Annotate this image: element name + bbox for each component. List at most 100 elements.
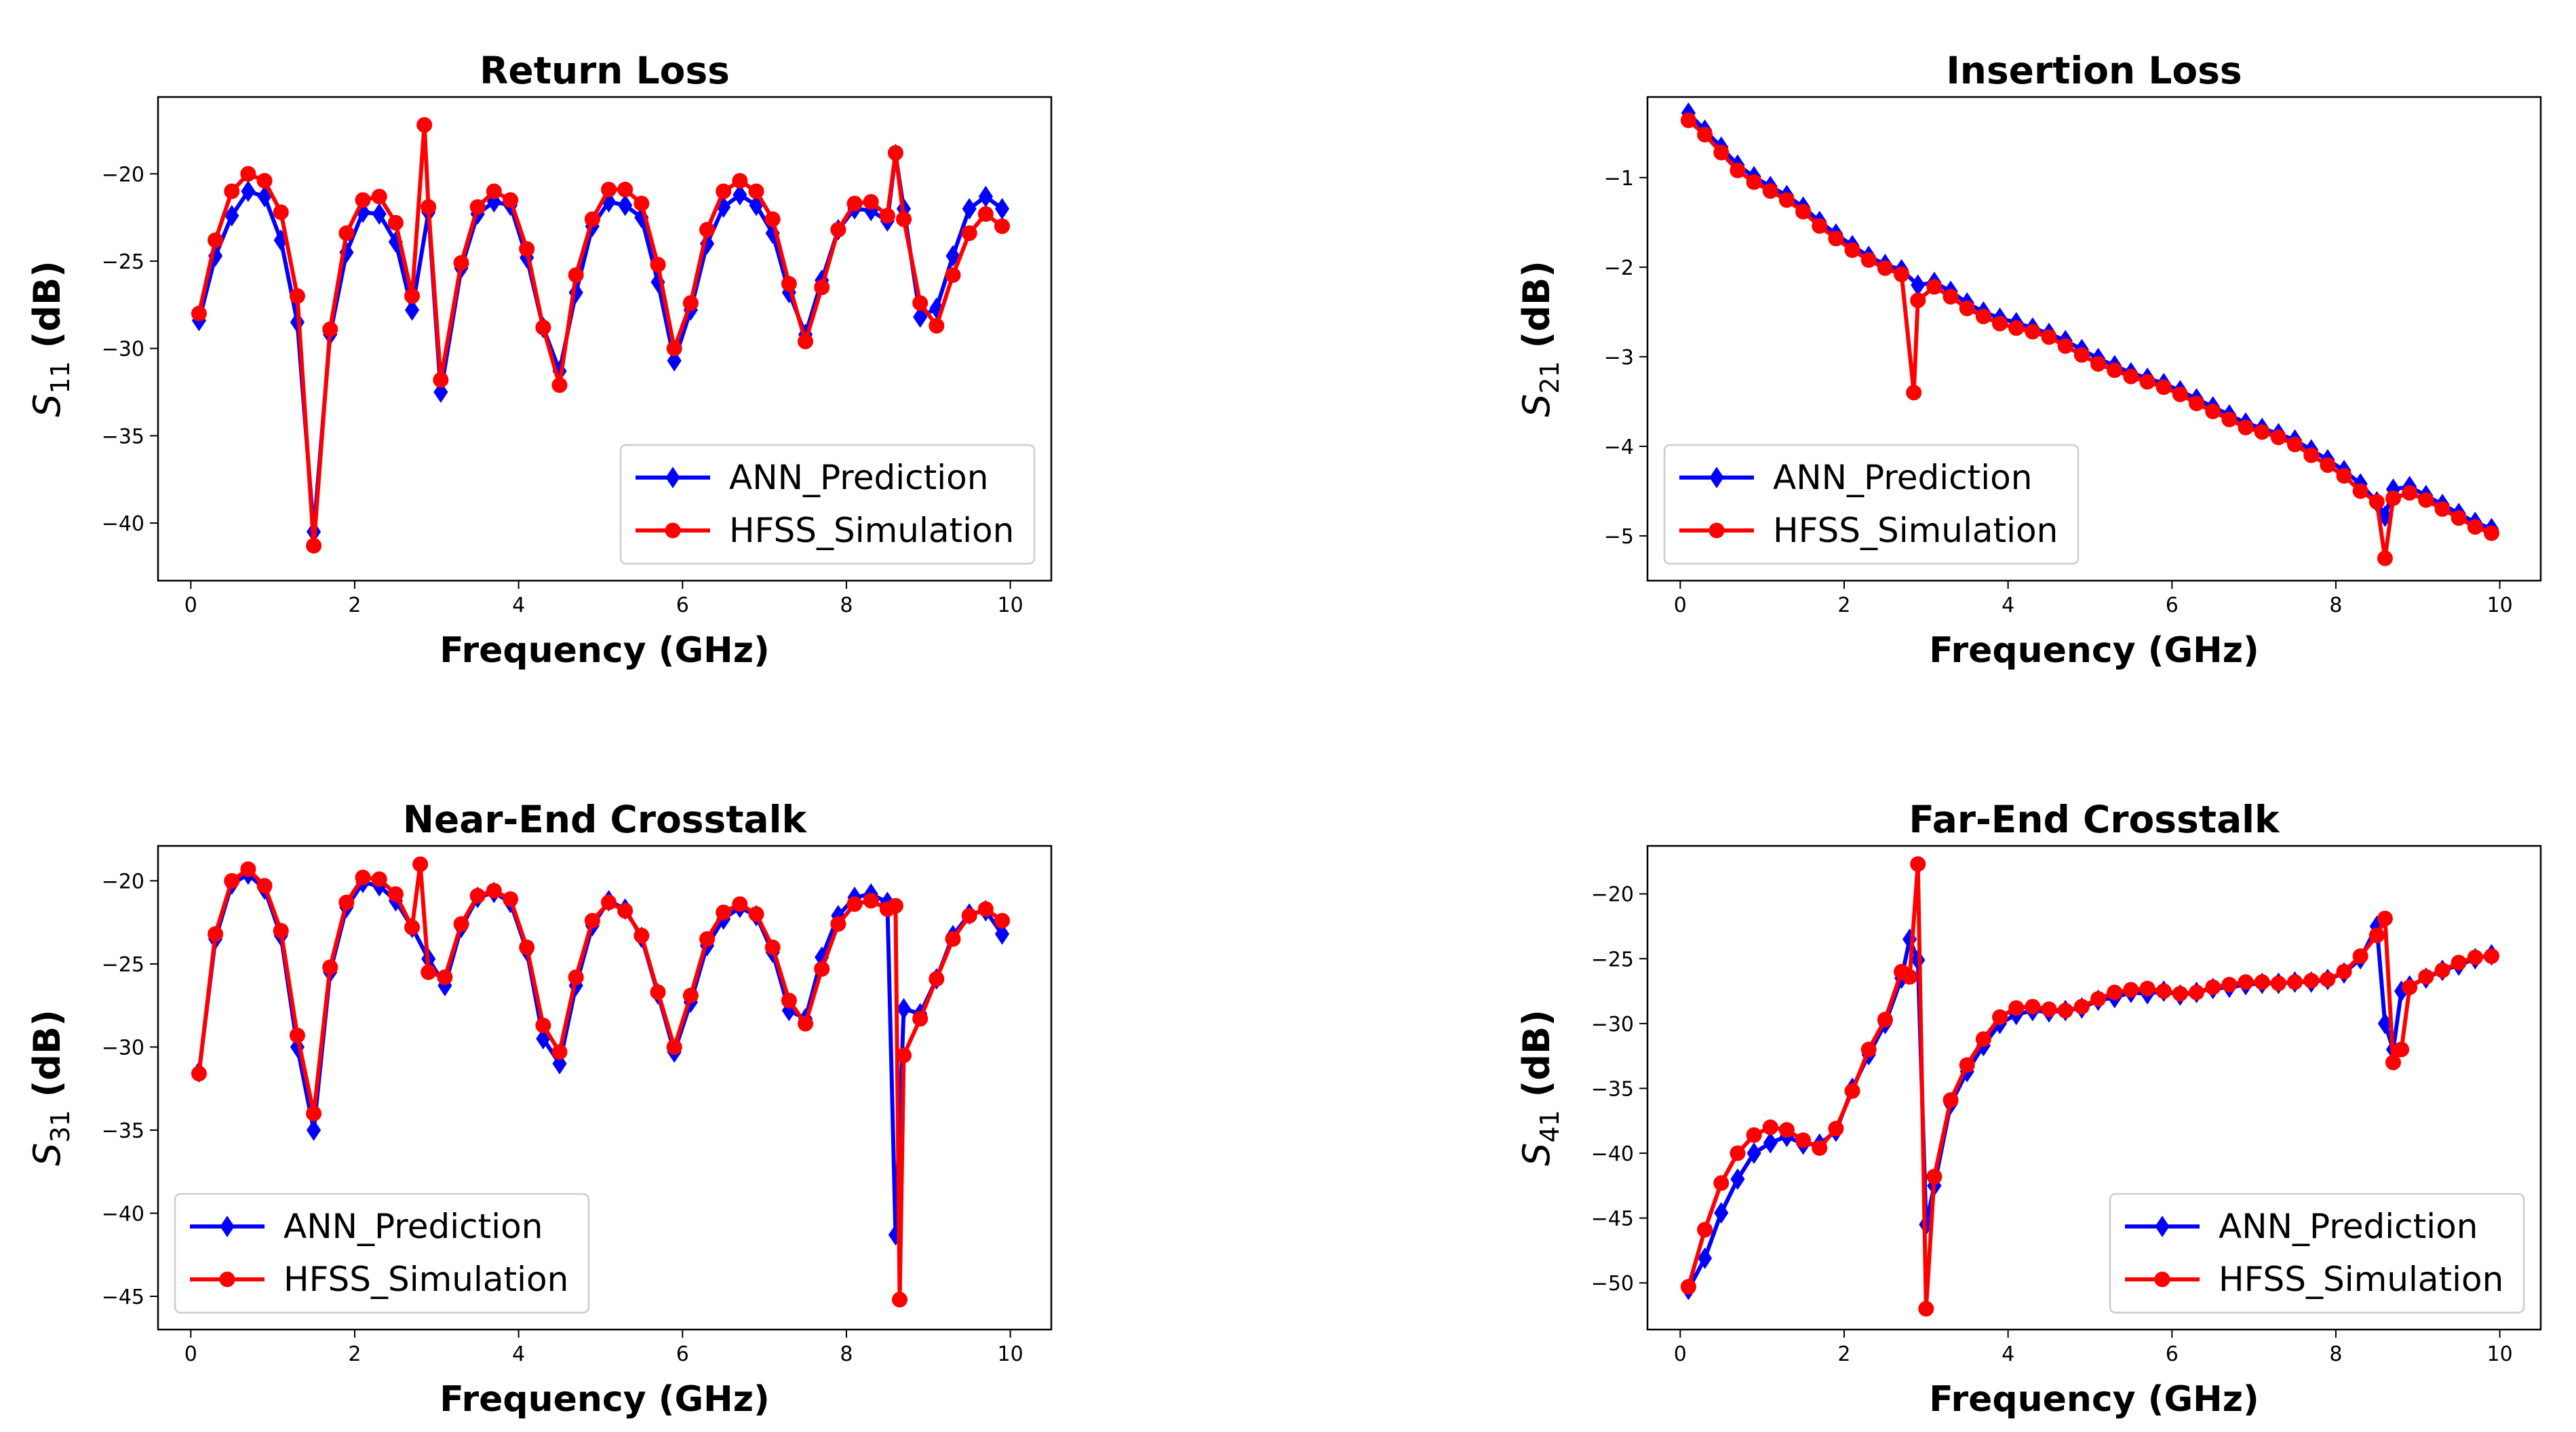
data-point xyxy=(225,205,239,227)
data-point xyxy=(929,317,945,334)
data-point xyxy=(2303,973,2320,989)
data-point xyxy=(2368,927,2385,944)
y-tick-label: −35 xyxy=(1591,1077,1634,1101)
data-point xyxy=(1992,1009,2008,1025)
series-HFSS_Simulation xyxy=(1680,856,2500,1317)
data-point xyxy=(2451,510,2467,526)
data-point xyxy=(1778,192,1795,208)
data-point xyxy=(2123,982,2139,998)
data-point xyxy=(2418,492,2434,508)
x-axis-label: Frequency (GHz) xyxy=(1929,1379,2259,1420)
data-point xyxy=(1959,1057,1975,1073)
data-point xyxy=(1713,144,1730,161)
data-point xyxy=(256,173,273,189)
x-tick-label: 0 xyxy=(1674,1342,1687,1366)
data-point xyxy=(289,1027,305,1043)
data-point xyxy=(2041,1001,2057,1018)
data-point xyxy=(372,203,387,225)
y-label-subscript: 21 xyxy=(1535,361,1565,393)
x-tick-label: 10 xyxy=(997,594,1023,617)
data-point xyxy=(469,199,486,215)
y-label-unit: (dB) xyxy=(26,1009,69,1110)
y-tick-label: −20 xyxy=(102,870,144,893)
legend-label: HFSS_Simulation xyxy=(1773,511,2058,550)
data-point xyxy=(994,218,1011,234)
legend-marker xyxy=(665,522,681,539)
data-point xyxy=(2172,986,2188,1002)
y-label-symbol: S xyxy=(26,394,69,417)
data-point xyxy=(798,1015,814,1032)
legend-marker xyxy=(2154,1271,2170,1288)
data-point xyxy=(846,896,863,912)
data-point xyxy=(2402,485,2418,501)
series-HFSS_Simulation xyxy=(1680,112,2500,566)
data-point xyxy=(863,193,879,210)
data-point xyxy=(666,1039,682,1055)
data-point xyxy=(2270,429,2286,446)
data-point xyxy=(978,185,993,208)
x-tick-label: 8 xyxy=(2329,1342,2342,1366)
data-point xyxy=(929,971,945,987)
x-tick-label: 6 xyxy=(2166,1342,2179,1366)
data-point xyxy=(945,931,961,947)
data-point xyxy=(2352,483,2368,499)
data-point xyxy=(240,861,256,877)
data-point xyxy=(551,1044,568,1060)
data-point xyxy=(1877,1011,1893,1028)
data-point xyxy=(2402,979,2418,995)
data-point xyxy=(961,908,977,924)
chart-title: Insertion Loss xyxy=(1946,49,2242,92)
y-tick-label: −2 xyxy=(1604,256,1634,280)
data-point xyxy=(699,222,716,238)
chart-panel-4: Far-End Crosstalk 0 2 4 6 8 10 −50 −45 −40 −35 −30 −… xyxy=(1515,798,2542,1420)
data-point xyxy=(535,1018,551,1034)
data-point xyxy=(355,870,371,886)
data-point xyxy=(2073,999,2090,1015)
data-point xyxy=(208,232,224,248)
data-point xyxy=(469,888,486,904)
data-point xyxy=(846,195,863,212)
data-point xyxy=(1844,1083,1860,1099)
data-point xyxy=(733,184,747,206)
data-point xyxy=(879,208,895,224)
data-point xyxy=(716,183,732,199)
y-tick-label: −30 xyxy=(102,1036,144,1060)
chart-panel-2: Insertion Loss 0 2 4 6 8 10 −5 −4 −3 −2 −1 Frequency… xyxy=(1515,49,2542,671)
data-point xyxy=(2467,949,2483,965)
data-point xyxy=(2090,991,2107,1007)
y-tick-label: −40 xyxy=(102,512,144,536)
data-point xyxy=(2139,374,2155,390)
series-line xyxy=(197,123,1004,548)
data-point xyxy=(2394,1041,2410,1058)
data-point xyxy=(945,267,961,284)
data-point xyxy=(2123,368,2139,385)
data-point xyxy=(1992,315,2008,332)
data-point xyxy=(764,211,781,227)
data-point xyxy=(1943,288,1959,305)
data-point xyxy=(1714,1202,1729,1224)
legend-marker xyxy=(1709,467,1724,488)
data-point xyxy=(913,306,928,328)
legend-label: HFSS_Simulation xyxy=(2219,1260,2503,1299)
data-point xyxy=(2205,403,2221,419)
data-point xyxy=(682,295,699,311)
data-point xyxy=(387,214,404,231)
data-point xyxy=(896,1047,912,1064)
data-point xyxy=(2352,948,2368,964)
data-point xyxy=(716,904,732,921)
data-point xyxy=(421,964,437,980)
x-tick-label: 4 xyxy=(512,594,525,617)
chart-panel-1: Return Loss 0 2 4 6 8 10 −40 −35 −30 −25 −20 Frequen… xyxy=(26,49,1053,671)
legend-label: ANN_Prediction xyxy=(1773,458,2032,497)
y-tick-label: −1 xyxy=(1604,167,1634,191)
legend-box xyxy=(1663,444,2080,565)
data-point xyxy=(1894,266,1910,282)
plot-frame xyxy=(157,96,1053,582)
data-point xyxy=(208,926,224,942)
data-point xyxy=(2336,963,2352,980)
data-point xyxy=(412,856,429,872)
data-point xyxy=(306,1119,321,1141)
x-tick-label: 2 xyxy=(348,594,361,617)
data-point xyxy=(1910,292,1926,309)
data-point xyxy=(1926,1168,1943,1184)
